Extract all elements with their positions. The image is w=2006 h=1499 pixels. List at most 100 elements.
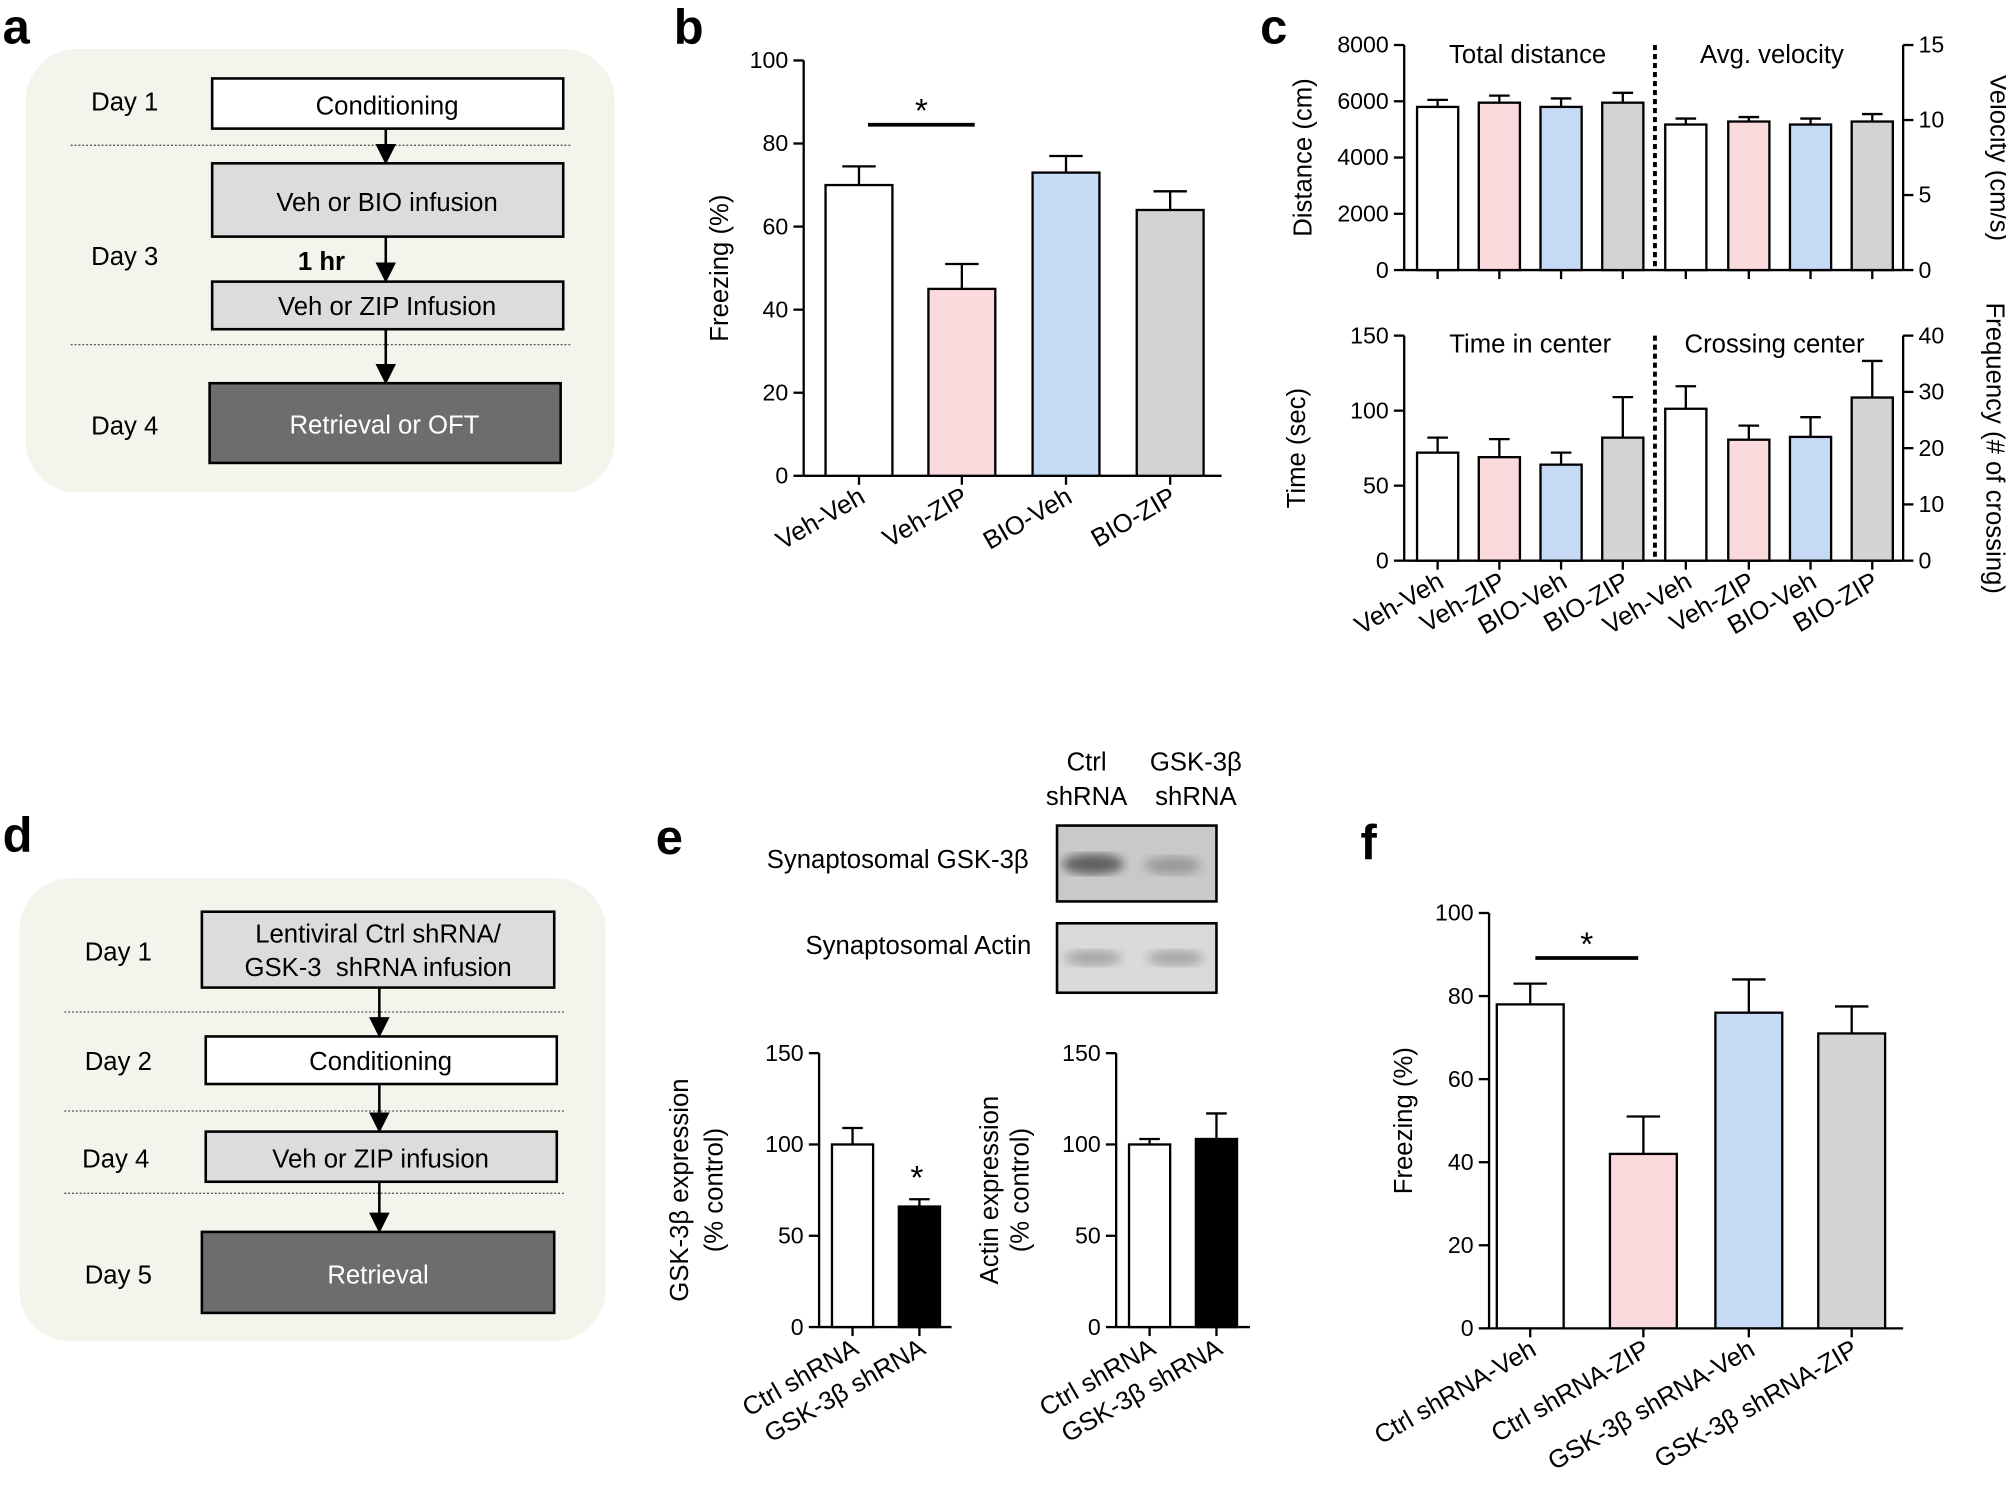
y-tick-label: 15 xyxy=(1919,32,1945,58)
y-tick-label: 0 xyxy=(1376,257,1389,283)
y-tick-label: 0 xyxy=(775,463,788,489)
y-tick-label: 40 xyxy=(763,296,789,322)
y-tick-label: 0 xyxy=(1376,547,1389,573)
y-tick-label: 6000 xyxy=(1337,88,1388,114)
y-tick-label: 80 xyxy=(763,130,789,156)
day-label: Day 1 xyxy=(85,939,152,967)
interval-label: 1 hr xyxy=(298,248,345,276)
y-tick-label: 0 xyxy=(791,1314,804,1340)
y-tick-label: 0 xyxy=(1088,1314,1101,1340)
step-text: GSK-3 shRNA infusion xyxy=(244,954,511,982)
step-text: Lentiviral Ctrl shRNA/ xyxy=(255,921,502,949)
y-tick-label: 40 xyxy=(1919,322,1945,348)
panel-label: d xyxy=(3,808,33,862)
step-text: Veh or ZIP infusion xyxy=(272,1146,489,1174)
band xyxy=(1062,853,1124,875)
bar xyxy=(1127,1143,1172,1329)
y-tick-label: 40 xyxy=(1448,1149,1474,1175)
axis-label: Freezing (%) xyxy=(1390,1047,1418,1194)
column-label: shRNA xyxy=(1155,783,1237,811)
bar xyxy=(1608,1152,1678,1330)
y-tick-label: 50 xyxy=(1075,1222,1101,1248)
step-text: Retrieval or OFT xyxy=(290,411,480,439)
annotation: * xyxy=(910,1160,923,1197)
column-label: shRNA xyxy=(1046,783,1128,811)
y-tick-label: 0 xyxy=(1461,1315,1474,1341)
band xyxy=(1147,950,1204,966)
chart-title: Crossing center xyxy=(1685,330,1865,358)
axis-label: (% control) xyxy=(701,1128,729,1252)
axis-label: Actin expression xyxy=(976,1096,1004,1285)
bar xyxy=(1601,436,1645,562)
annotation: * xyxy=(1580,926,1593,963)
bar xyxy=(897,1205,942,1329)
chart-title: Avg. velocity xyxy=(1700,41,1844,69)
step-box xyxy=(200,910,556,989)
step-box xyxy=(204,1130,559,1184)
y-tick-label: 5 xyxy=(1919,182,1932,208)
x-tick-label: Veh-Veh xyxy=(772,482,870,555)
bar xyxy=(830,1143,875,1329)
step-text: Conditioning xyxy=(316,92,459,120)
axis-label: GSK-3β expression xyxy=(666,1078,694,1301)
y-tick-label: 150 xyxy=(1062,1040,1101,1066)
step-text: Conditioning xyxy=(309,1048,452,1076)
y-tick-label: 50 xyxy=(1363,472,1389,498)
axis-label: Freezing (%) xyxy=(706,195,734,342)
band xyxy=(1064,950,1122,966)
y-tick-label: 100 xyxy=(765,1131,804,1157)
panel-label: a xyxy=(3,1,31,55)
bar xyxy=(1664,407,1708,562)
panel-label: f xyxy=(1360,816,1377,870)
step-text: Retrieval xyxy=(327,1261,428,1289)
y-tick-label: 60 xyxy=(763,213,789,239)
x-tick-label: BIO-Veh xyxy=(979,482,1077,555)
day-label: Day 2 xyxy=(85,1048,152,1076)
bar xyxy=(1539,463,1583,562)
x-tick-label: Veh-ZIP xyxy=(878,482,972,553)
bar xyxy=(1850,396,1894,562)
bar xyxy=(1727,438,1771,562)
bar xyxy=(1664,123,1708,272)
bar xyxy=(1850,120,1894,272)
day-label: Day 3 xyxy=(91,243,158,271)
bar xyxy=(1727,120,1771,272)
y-tick-label: 20 xyxy=(763,379,789,405)
y-tick-label: 150 xyxy=(1350,322,1389,348)
y-tick-label: 20 xyxy=(1919,435,1945,461)
column-label: GSK-3β xyxy=(1150,748,1242,776)
annotation: * xyxy=(915,93,928,130)
day-label: Day 5 xyxy=(85,1261,152,1289)
bar xyxy=(1194,1137,1239,1329)
diagram-d: Day 1 Day 2 Day 4 Day 5 Lentiviral Ctrl … xyxy=(19,878,606,1342)
bar xyxy=(1415,105,1460,272)
y-tick-label: 50 xyxy=(778,1222,804,1248)
axis-label: Frequency (# of crossing) xyxy=(1981,302,2006,593)
day-label: Day 4 xyxy=(91,413,158,441)
y-tick-label: 2000 xyxy=(1337,201,1388,227)
day-label: Day 4 xyxy=(82,1146,149,1174)
bar xyxy=(1031,171,1101,477)
y-tick-label: 100 xyxy=(750,47,789,73)
axis-label: Time (sec) xyxy=(1283,388,1311,508)
column-label: Ctrl xyxy=(1067,748,1107,776)
bar xyxy=(1477,101,1522,272)
y-tick-label: 80 xyxy=(1448,983,1474,1009)
y-tick-label: 60 xyxy=(1448,1066,1474,1092)
bar xyxy=(1135,208,1205,477)
y-tick-label: 100 xyxy=(1062,1131,1101,1157)
y-tick-label: 10 xyxy=(1919,107,1945,133)
step-text: Veh or ZIP Infusion xyxy=(278,293,496,321)
y-tick-label: 150 xyxy=(765,1040,804,1066)
background xyxy=(19,878,606,1342)
bar xyxy=(824,183,894,477)
bar xyxy=(1495,1003,1565,1330)
step-text: Veh or BIO infusion xyxy=(276,189,497,217)
step-box xyxy=(210,280,565,331)
step-box xyxy=(200,1230,556,1315)
y-tick-label: 0 xyxy=(1919,257,1932,283)
bar xyxy=(1788,123,1833,272)
y-tick-label: 0 xyxy=(1919,547,1932,573)
y-tick-label: 8000 xyxy=(1337,32,1388,58)
